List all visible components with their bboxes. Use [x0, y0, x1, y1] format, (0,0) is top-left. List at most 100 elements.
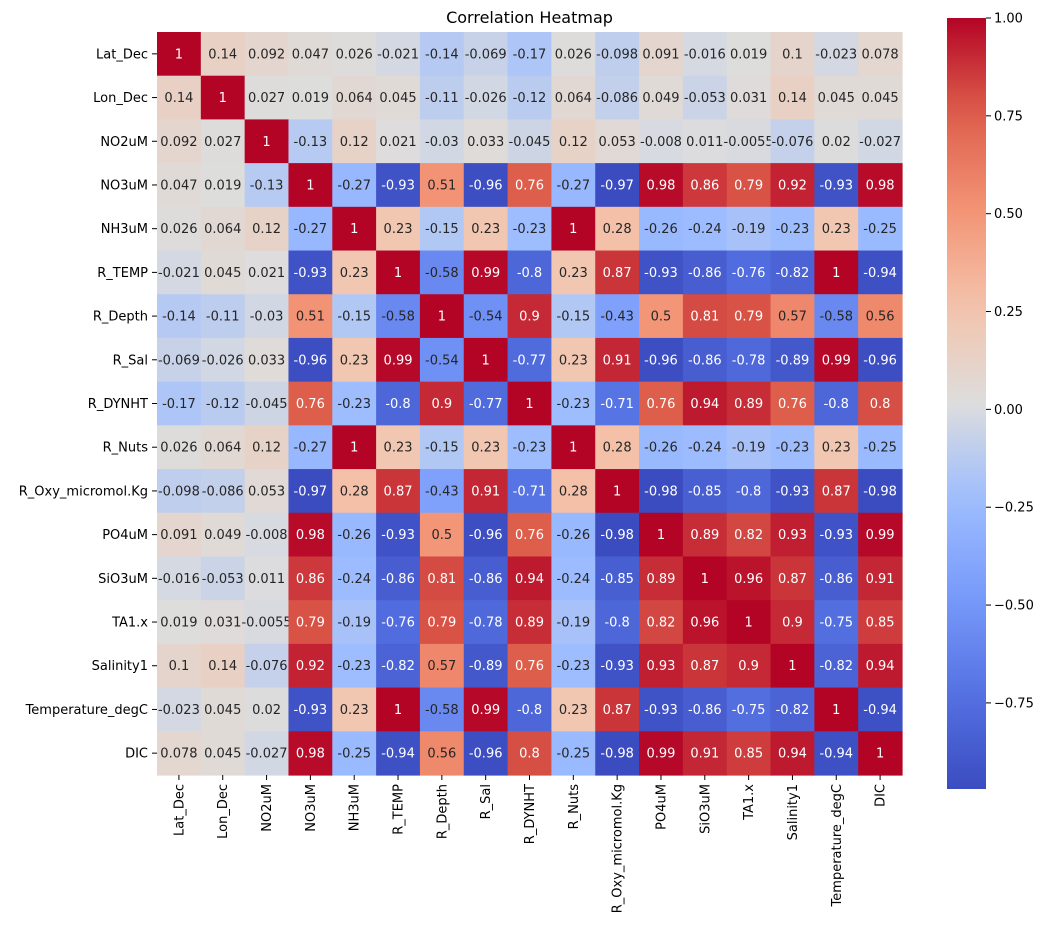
heatmap-cell: [726, 250, 772, 295]
heatmap-cell: [376, 75, 421, 121]
heatmap-cell: [639, 250, 684, 295]
heatmap-cell: [770, 687, 815, 732]
colorbar-tick-label: 0.25: [994, 305, 1023, 320]
heatmap-cell: [157, 32, 202, 77]
heatmap-cell: [595, 687, 640, 732]
y-tick-label: R_Nuts: [103, 441, 149, 456]
heatmap-cell: [682, 32, 728, 77]
heatmap-cell: [376, 294, 421, 339]
cell-value-label: 0.026: [160, 222, 197, 237]
cell-value-label: 0.026: [336, 47, 373, 62]
heatmap-cell: [507, 119, 553, 164]
heatmap-cell: [157, 381, 202, 426]
heatmap-cell: [726, 119, 772, 164]
heatmap-cell: [726, 32, 772, 77]
heatmap-cell: [682, 294, 728, 339]
cell-value-label: -0.27: [337, 178, 371, 193]
heatmap-cell: [288, 75, 333, 121]
heatmap-cell: [682, 687, 728, 732]
y-tick-label: SiO3uM: [98, 572, 148, 587]
cell-value-label: -0.98: [644, 484, 678, 499]
cell-value-label: -0.19: [732, 441, 766, 456]
heatmap-cell: [595, 425, 640, 470]
cell-value-label: 0.5: [651, 310, 672, 325]
cell-value-label: -0.03: [250, 310, 284, 325]
cell-value-label: -0.045: [246, 397, 288, 412]
cell-value-label: 0.94: [778, 747, 807, 762]
heatmap-cell: [770, 469, 815, 514]
heatmap-cell: [376, 556, 421, 601]
heatmap-cell: [376, 600, 421, 645]
cell-value-label: 0.047: [292, 47, 329, 62]
column-labels: Lat_Dec Lon_Dec NO2uM NO3uM NH3uM R_TEMP R_Dep…: [172, 775, 889, 913]
heatmap-cell: [770, 119, 815, 164]
cell-value-label: 0.092: [248, 47, 285, 62]
heatmap-cell: [200, 687, 246, 732]
cell-value-label: 0.045: [818, 91, 855, 106]
heatmap-cell: [463, 643, 509, 689]
heatmap-cell: [200, 32, 246, 77]
cell-value-label: 0.047: [160, 178, 197, 193]
cell-value-label: 0.23: [384, 222, 413, 237]
heatmap-cell: [726, 731, 772, 776]
cell-value-label: -0.8: [824, 397, 849, 412]
heatmap-cell: [682, 643, 728, 689]
y-tick-label: DIC: [125, 747, 148, 762]
cell-value-label: -0.86: [381, 572, 415, 587]
heatmap-cell: [726, 556, 772, 601]
y-tick-label: R_Depth: [93, 310, 148, 325]
cell-value-label: 0.027: [204, 135, 241, 150]
heatmap-cell: [332, 643, 377, 689]
cell-value-label: 0.064: [204, 222, 241, 237]
x-tick-label: R_Sal: [479, 784, 494, 819]
y-tick-label: Salinity1: [92, 659, 148, 674]
cell-value-label: 1: [613, 484, 621, 499]
cell-value-label: -0.23: [337, 659, 371, 674]
heatmap-cell: [244, 75, 290, 121]
cell-value-label: 0.23: [340, 266, 369, 281]
heatmap-cell: [551, 206, 596, 252]
heatmap-cell: [419, 250, 465, 295]
heatmap-cell: [332, 119, 377, 164]
cell-value-label: -0.89: [776, 353, 810, 368]
heatmap-cell: [507, 163, 553, 208]
heatmap-cell: [770, 381, 815, 426]
heatmap-cell: [858, 600, 903, 645]
cell-value-label: -0.8: [736, 484, 761, 499]
cell-value-label: 0.091: [160, 528, 197, 543]
cell-value-label: -0.045: [509, 135, 551, 150]
heatmap-cell: [814, 556, 859, 601]
heatmap-cell: [858, 163, 903, 208]
heatmap-cell: [332, 556, 377, 601]
heatmap-cell: [770, 512, 815, 558]
heatmap-cell: [332, 32, 377, 77]
cell-value-label: 0.23: [559, 266, 588, 281]
heatmap-cell: [332, 687, 377, 732]
heatmap-cells: 1 0.14 0.092 0.047 0.026 -0.021 -0.14 -0.069 -0.…: [157, 32, 903, 776]
cell-value-label: 0.019: [292, 91, 329, 106]
heatmap-cell: [288, 556, 333, 601]
cell-value-label: -0.93: [776, 484, 810, 499]
heatmap-cell: [244, 119, 290, 164]
heatmap-cell: [419, 556, 465, 601]
cell-value-label: 1: [525, 397, 533, 412]
heatmap-cell: [595, 32, 640, 77]
cell-value-label: 0.033: [248, 353, 285, 368]
heatmap-cell: [200, 425, 246, 470]
heatmap-cell: [639, 381, 684, 426]
heatmap-cell: [770, 32, 815, 77]
heatmap-cell: [551, 469, 596, 514]
heatmap-cell: [244, 163, 290, 208]
heatmap-cell: [858, 556, 903, 601]
cell-value-label: -0.93: [294, 703, 328, 718]
cell-value-label: -0.026: [202, 353, 244, 368]
heatmap-cell: [858, 381, 903, 426]
cell-value-label: 0.045: [204, 747, 241, 762]
cell-value-label: -0.027: [246, 747, 288, 762]
heatmap-cell: [419, 687, 465, 732]
heatmap-cell: [682, 600, 728, 645]
heatmap-cell: [463, 337, 509, 383]
cell-value-label: 0.94: [515, 572, 544, 587]
cell-value-label: -0.008: [246, 528, 288, 543]
heatmap-cell: [595, 731, 640, 776]
